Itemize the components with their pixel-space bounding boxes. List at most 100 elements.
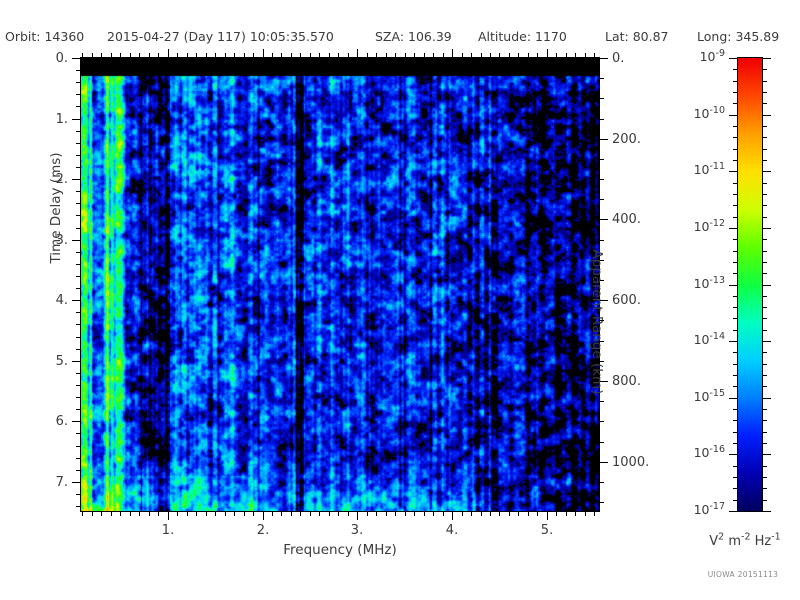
x-minor-tick-1 xyxy=(82,512,83,516)
x-minor-tick-34 xyxy=(395,512,396,516)
y2-minor-tick-13 xyxy=(600,320,604,321)
colorbar-minor-tick-1-right xyxy=(763,500,767,501)
x-top-tick-36 xyxy=(414,53,415,57)
colorbar-minor-tick-37-left xyxy=(733,92,737,93)
colorbar-minor-tick-17-left xyxy=(733,318,737,319)
header-orbit-value: 14360 xyxy=(44,29,85,44)
x-minor-tick-52 xyxy=(566,512,567,516)
x-top-tick-42 xyxy=(471,53,472,57)
colorbar-major-tick-1-left xyxy=(729,115,737,116)
y-tick-label-7: 7. xyxy=(55,475,68,490)
y-tick-label-4: 4. xyxy=(55,293,68,308)
header-orbit: Orbit: 14360 xyxy=(5,28,84,46)
y2-tick-label-3: 600. xyxy=(612,293,641,308)
x-top-tick-43 xyxy=(481,53,482,57)
y-minor-tick-21 xyxy=(76,312,80,313)
colorbar-minor-tick-31-right xyxy=(763,160,767,161)
colorbar-major-tick-0-left xyxy=(729,58,737,59)
x-minor-tick-39 xyxy=(443,512,444,516)
y2-major-tick-2 xyxy=(600,219,608,220)
x-minor-tick-35 xyxy=(405,512,406,516)
colorbar-minor-tick-26-right xyxy=(763,217,767,218)
colorbar-tick-label-3: 10-12 xyxy=(693,217,725,234)
x-top-tick-27 xyxy=(329,53,330,57)
colorbar-minor-tick-18-right xyxy=(763,307,767,308)
y-major-tick-1 xyxy=(72,119,80,120)
x-top-tick-30 xyxy=(357,49,358,57)
x-minor-tick-25 xyxy=(310,512,311,516)
colorbar-minor-tick-19-right xyxy=(763,296,767,297)
y-minor-tick-19 xyxy=(76,288,80,289)
y-minor-tick-13 xyxy=(76,215,80,216)
x-top-tick-47 xyxy=(518,53,519,57)
y2-minor-tick-22 xyxy=(600,502,604,503)
colorbar-minor-tick-2-right xyxy=(763,488,767,489)
y-minor-tick-7 xyxy=(76,143,80,144)
y2-major-tick-1 xyxy=(600,139,608,140)
colorbar-minor-tick-29-left xyxy=(733,183,737,184)
colorbar-minor-tick-36-left xyxy=(733,103,737,104)
colorbar-major-tick-8-right xyxy=(763,511,771,512)
colorbar-major-tick-4-left xyxy=(729,285,737,286)
colorbar-major-tick-6-right xyxy=(763,398,771,399)
y2-minor-tick-3 xyxy=(600,119,604,120)
x-top-tick-52 xyxy=(566,53,567,57)
colorbar-minor-tick-16-left xyxy=(733,330,737,331)
x-minor-tick-33 xyxy=(386,512,387,516)
colorbar-minor-tick-33-left xyxy=(733,137,737,138)
colorbar-minor-tick-27-left xyxy=(733,205,737,206)
colorbar-minor-tick-28-right xyxy=(763,194,767,195)
y-minor-tick-16 xyxy=(76,252,80,253)
x-minor-tick-28 xyxy=(338,512,339,516)
x-top-tick-3 xyxy=(101,53,102,57)
x-minor-tick-19 xyxy=(253,512,254,516)
x-minor-tick-7 xyxy=(139,512,140,516)
x-top-tick-13 xyxy=(196,53,197,57)
colorbar-tick-label-5: 10-14 xyxy=(693,330,725,347)
x-top-tick-15 xyxy=(215,53,216,57)
x-major-tick-0 xyxy=(168,512,169,520)
header-long-value: 345.89 xyxy=(735,29,780,44)
x-minor-tick-22 xyxy=(281,512,282,516)
x-minor-tick-9 xyxy=(158,512,159,516)
colorbar-gradient xyxy=(738,58,762,511)
colorbar-tick-label-2: 10-11 xyxy=(693,160,725,177)
colorbar-minor-tick-12-left xyxy=(733,375,737,376)
x-major-tick-2 xyxy=(357,512,358,520)
spectrogram-plot-area xyxy=(80,57,600,512)
colorbar-minor-tick-7-right xyxy=(763,432,767,433)
watermark-label: UIOWA 20151113 xyxy=(707,570,779,579)
y-minor-tick-28 xyxy=(76,397,80,398)
colorbar-major-tick-5-left xyxy=(729,341,737,342)
x-minor-tick-36 xyxy=(414,512,415,516)
y2-minor-tick-9 xyxy=(600,240,604,241)
x-minor-tick-26 xyxy=(319,512,320,516)
x-minor-tick-29 xyxy=(348,512,349,516)
x-minor-tick-53 xyxy=(575,512,576,516)
x-top-tick-33 xyxy=(386,53,387,57)
colorbar-minor-tick-28-left xyxy=(733,194,737,195)
colorbar-minor-tick-33-right xyxy=(763,137,767,138)
colorbar-minor-tick-13-right xyxy=(763,364,767,365)
x-top-tick-31 xyxy=(367,53,368,57)
header-orbit-label: Orbit: xyxy=(5,29,45,44)
y2-tick-label-0: 0. xyxy=(612,51,625,66)
colorbar-minor-tick-27-right xyxy=(763,205,767,206)
colorbar-minor-tick-12-right xyxy=(763,375,767,376)
y-minor-tick-27 xyxy=(76,385,80,386)
colorbar-minor-tick-1-left xyxy=(733,500,737,501)
y-minor-tick-3 xyxy=(76,94,80,95)
x-top-tick-40 xyxy=(452,49,453,57)
header-sza: SZA: 106.39 xyxy=(375,28,452,46)
colorbar-minor-tick-8-left xyxy=(733,420,737,421)
x-minor-tick-15 xyxy=(215,512,216,516)
colorbar-tick-label-0: 10-9 xyxy=(699,47,725,64)
x-top-tick-45 xyxy=(499,53,500,57)
colorbar-minor-tick-39-left xyxy=(733,69,737,70)
colorbar-unit-label: V2 m-2 Hz-1 xyxy=(709,531,781,549)
y2-minor-tick-10 xyxy=(600,260,604,261)
colorbar-minor-tick-16-right xyxy=(763,330,767,331)
y-tick-label-6: 6. xyxy=(55,414,68,429)
y2-minor-tick-18 xyxy=(600,421,604,422)
x-minor-tick-16 xyxy=(225,512,226,516)
